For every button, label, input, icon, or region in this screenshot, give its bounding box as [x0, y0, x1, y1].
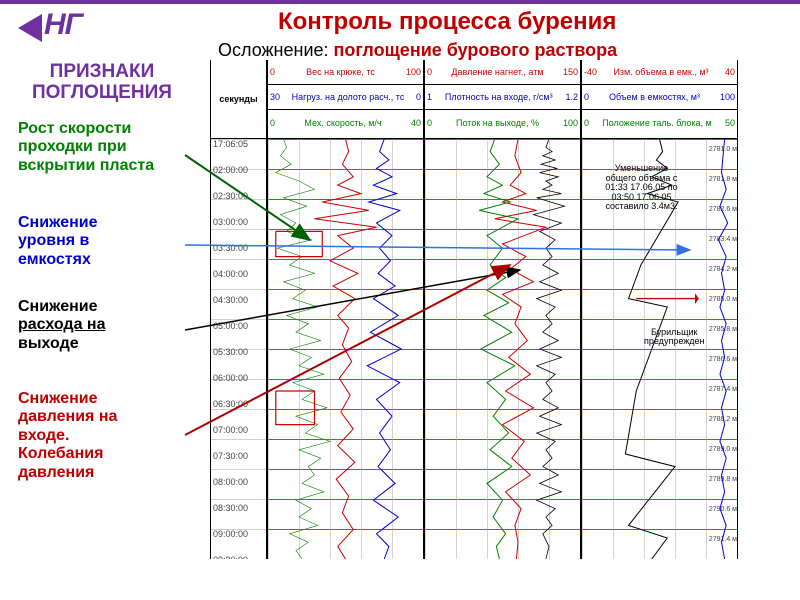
time-axis: секунды17:06:0502:00:0002:30:0003:00:000…: [210, 60, 267, 559]
logo: НГ: [18, 8, 82, 42]
page-title: Контроль процесса бурения: [278, 8, 616, 36]
subtitle-prefix: Осложнение:: [218, 40, 334, 60]
section-heading: ПРИЗНАКИПОГЛОЩЕНИЯ: [32, 62, 172, 104]
label-rop-increase: Рост скоростипроходки привскрытии пласта: [18, 120, 154, 175]
panel-1: 0Давление нагнет., атм1501Плотность на в…: [424, 60, 581, 559]
subtitle-main: поглощение бурового раствора: [334, 40, 618, 60]
panel-0: 0Вес на крюке, тс10030Нагруз. на долото …: [267, 60, 424, 559]
logo-text: НГ: [44, 8, 82, 42]
panel-2: -40Изм. объема в емк., м³400Объем в емко…: [581, 60, 738, 559]
top-accent-bar: [0, 0, 800, 4]
strip-chart-container: секунды17:06:0502:00:0002:30:0003:00:000…: [210, 60, 738, 559]
label-underline: расхода на: [18, 316, 105, 333]
logo-triangle-icon: [18, 14, 42, 42]
label-tank-level-drop: Снижениеуровня вемкостях: [18, 214, 97, 269]
label-flow-out-drop: Снижениерасхода навыходе: [18, 298, 105, 353]
subtitle: Осложнение: поглощение бурового раствора: [218, 40, 617, 61]
label-pressure-drop: Снижениедавления навходе.Колебаниядавлен…: [18, 390, 117, 482]
